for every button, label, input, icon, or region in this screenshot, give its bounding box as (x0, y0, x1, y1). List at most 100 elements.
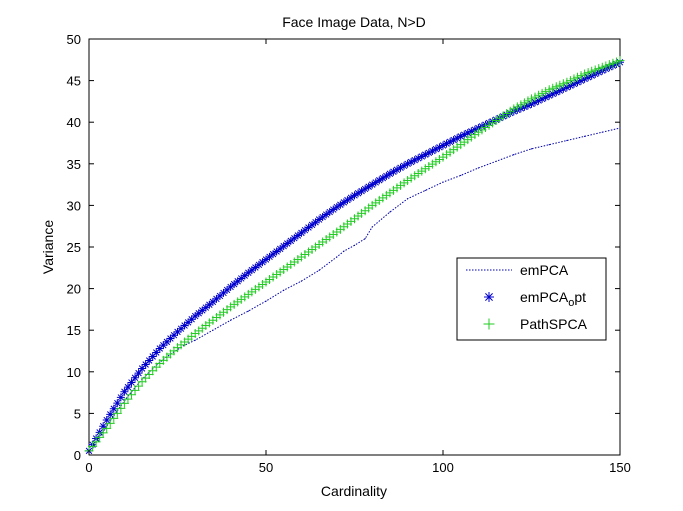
asterisk-marker (417, 152, 426, 161)
plus-marker (272, 269, 282, 279)
asterisk-marker (339, 198, 348, 207)
x-axis-label: Cardinality (321, 483, 387, 499)
plus-marker (396, 180, 406, 190)
plus-marker (604, 60, 614, 70)
asterisk-marker (460, 130, 469, 139)
plus-marker (406, 173, 416, 183)
asterisk-marker (145, 356, 154, 365)
plus-marker (282, 262, 292, 272)
asterisk-marker (566, 81, 575, 90)
asterisk-marker (354, 189, 363, 198)
data-point (530, 148, 533, 150)
chart-title: Face Image Data, N>D (282, 14, 426, 30)
asterisk-marker (180, 321, 189, 330)
plus-marker (583, 68, 593, 78)
plus-marker (466, 132, 476, 142)
asterisk-marker (322, 210, 331, 219)
asterisk-marker (155, 344, 164, 353)
plus-marker (594, 64, 604, 74)
plus-marker (551, 82, 561, 92)
plus-marker (470, 130, 480, 140)
asterisk-marker (304, 223, 313, 232)
plus-marker (413, 168, 423, 178)
plus-marker (247, 287, 257, 297)
asterisk-marker (191, 312, 200, 321)
data-point (336, 256, 338, 258)
data-point (584, 135, 586, 137)
y-tick-label: 25 (67, 240, 81, 255)
y-tick-label: 5 (74, 406, 81, 421)
plus-marker (541, 87, 551, 97)
asterisk-marker (215, 291, 224, 300)
x-tick-label: 0 (85, 460, 92, 475)
data-point (194, 339, 196, 341)
y-tick-label: 40 (67, 115, 81, 130)
asterisk-marker (226, 282, 235, 291)
plus-marker (509, 104, 519, 114)
asterisk-marker (293, 231, 302, 240)
asterisk-marker (113, 399, 122, 408)
plus-marker (265, 274, 275, 284)
plus-marker (590, 65, 600, 75)
plus-marker (565, 76, 575, 86)
plus-marker (378, 193, 388, 203)
plus-marker (611, 57, 621, 67)
asterisk-marker (534, 96, 543, 105)
plus-marker (98, 428, 108, 438)
asterisk-marker (573, 78, 582, 87)
plus-marker (597, 62, 607, 72)
asterisk-marker (350, 191, 359, 200)
asterisk-marker (162, 337, 171, 346)
plus-marker (424, 161, 434, 171)
data-point (212, 329, 214, 331)
data-point (353, 244, 356, 246)
asterisk-marker (237, 274, 246, 283)
data-point (247, 310, 249, 312)
series-2 (84, 56, 625, 456)
asterisk-marker (102, 416, 111, 425)
asterisk-marker (442, 139, 451, 148)
plus-marker (410, 171, 420, 181)
data-point (601, 131, 603, 133)
plus-marker (516, 100, 526, 110)
asterisk-marker (449, 136, 458, 145)
plus-marker (116, 403, 126, 413)
asterisk-marker (297, 228, 306, 237)
plus-marker (569, 74, 579, 84)
asterisk-marker (463, 129, 472, 138)
asterisk-marker (262, 255, 270, 264)
plus-marker (615, 56, 625, 66)
data-point (548, 144, 550, 146)
asterisk-marker (184, 318, 193, 327)
plus-marker (95, 432, 105, 442)
plot-frame (88, 38, 621, 456)
asterisk-marker (244, 268, 253, 277)
asterisk-marker (141, 360, 150, 369)
plus-marker (427, 159, 437, 169)
plus-marker (477, 125, 487, 135)
data-point (300, 280, 302, 282)
plus-marker (229, 299, 239, 309)
plus-marker (279, 264, 289, 274)
plus-marker (534, 90, 544, 100)
plus-marker (434, 154, 444, 164)
asterisk-marker (407, 157, 416, 166)
plus-marker (576, 71, 586, 81)
plus-marker (123, 394, 133, 404)
series-1 (85, 58, 624, 455)
asterisk-marker (290, 234, 299, 243)
asterisk-marker (166, 334, 175, 343)
plus-marker (463, 135, 473, 145)
x-tick-label: 50 (259, 460, 273, 475)
legend-plus-marker (483, 318, 495, 330)
plus-marker (275, 267, 285, 277)
legend-label: PathSPCA (520, 316, 588, 332)
plus-marker (296, 252, 306, 262)
plus-marker (300, 249, 310, 259)
asterisk-marker (219, 288, 228, 297)
plus-marker (233, 297, 243, 307)
asterisk-marker (421, 150, 430, 159)
data-point (364, 238, 366, 240)
plus-marker (293, 254, 303, 264)
asterisk-marker (584, 73, 593, 82)
